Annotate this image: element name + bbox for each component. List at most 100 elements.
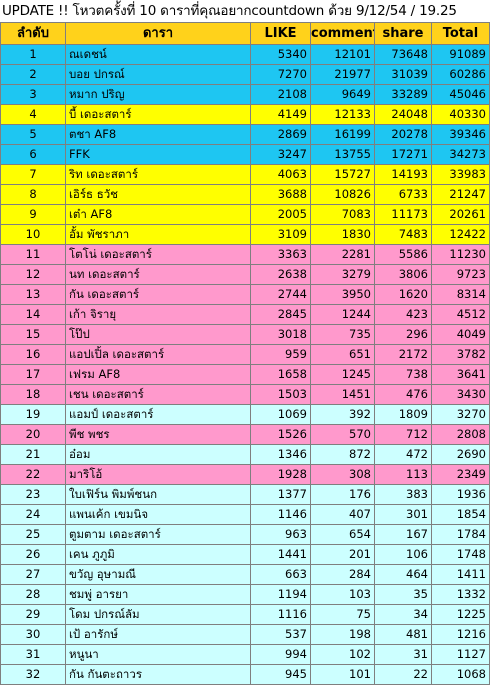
share-cell: 3806 <box>374 264 432 285</box>
comment-cell: 198 <box>310 624 375 645</box>
like-cell: 1346 <box>250 444 311 465</box>
like-cell: 945 <box>250 664 311 685</box>
comment-cell: 7083 <box>310 204 375 225</box>
table-row: 20 พีช พชร 1526 570 712 2808 <box>0 424 490 445</box>
star-name-cell: ณเดชน์ <box>65 44 251 65</box>
total-cell: 1225 <box>431 604 490 625</box>
star-name-cell: เฟรม AF8 <box>65 364 251 385</box>
like-cell: 1116 <box>250 604 311 625</box>
header-like: LIKE <box>250 22 311 45</box>
table-row: 10 อั้ม พัชราภา 3109 1830 7483 12422 <box>0 224 490 245</box>
rank-cell: 12 <box>0 264 66 285</box>
header-total: Total <box>431 22 490 45</box>
star-name-cell: FFK <box>65 144 251 165</box>
comment-cell: 9649 <box>310 84 375 105</box>
table-row: 7 ริท เดอะสตาร์ 4063 15727 14193 33983 <box>0 164 490 185</box>
table-row: 26 เคน ภูภูมิ 1441 201 106 1748 <box>0 544 490 565</box>
total-cell: 2349 <box>431 464 490 485</box>
share-cell: 423 <box>374 304 432 325</box>
total-cell: 9723 <box>431 264 490 285</box>
table-row: 1 ณเดชน์ 5340 12101 73648 91089 <box>0 44 490 65</box>
share-cell: 7483 <box>374 224 432 245</box>
share-cell: 6733 <box>374 184 432 205</box>
star-name-cell: ตูมตาม เดอะสตาร์ <box>65 524 251 545</box>
share-cell: 24048 <box>374 104 432 125</box>
comment-cell: 654 <box>310 524 375 545</box>
share-cell: 383 <box>374 484 432 505</box>
table-row: 15 โป๊ป 3018 735 296 4049 <box>0 324 490 345</box>
star-name-cell: นท เดอะสตาร์ <box>65 264 251 285</box>
share-cell: 14193 <box>374 164 432 185</box>
star-name-cell: โดม ปกรณ์ลัม <box>65 604 251 625</box>
comment-cell: 13755 <box>310 144 375 165</box>
rank-cell: 8 <box>0 184 66 205</box>
total-cell: 1216 <box>431 624 490 645</box>
total-cell: 1748 <box>431 544 490 565</box>
header-rank: ลำดับ <box>0 22 66 45</box>
comment-cell: 1830 <box>310 224 375 245</box>
rank-cell: 23 <box>0 484 66 505</box>
total-cell: 12422 <box>431 224 490 245</box>
ranking-table: ลำดับ ดารา LIKE comment share Total 1 ณเด… <box>0 22 490 685</box>
comment-cell: 1451 <box>310 384 375 405</box>
table-row: 19 แอมป์ เดอะสตาร์ 1069 392 1809 3270 <box>0 404 490 425</box>
total-cell: 39346 <box>431 124 490 145</box>
total-cell: 40330 <box>431 104 490 125</box>
table-row: 27 ขวัญ อุษามณี 663 284 464 1411 <box>0 564 490 585</box>
rank-cell: 7 <box>0 164 66 185</box>
comment-cell: 12101 <box>310 44 375 65</box>
like-cell: 959 <box>250 344 311 365</box>
like-cell: 2744 <box>250 284 311 305</box>
table-row: 11 โตโน่ เดอะสตาร์ 3363 2281 5586 11230 <box>0 244 490 265</box>
total-cell: 3641 <box>431 364 490 385</box>
rank-cell: 15 <box>0 324 66 345</box>
star-name-cell: อ๋อม <box>65 444 251 465</box>
rank-cell: 26 <box>0 544 66 565</box>
rank-cell: 27 <box>0 564 66 585</box>
comment-cell: 3279 <box>310 264 375 285</box>
star-name-cell: แอมป์ เดอะสตาร์ <box>65 404 251 425</box>
star-name-cell: อั้ม พัชราภา <box>65 224 251 245</box>
rank-cell: 10 <box>0 224 66 245</box>
total-cell: 1936 <box>431 484 490 505</box>
share-cell: 481 <box>374 624 432 645</box>
share-cell: 301 <box>374 504 432 525</box>
like-cell: 2845 <box>250 304 311 325</box>
rank-cell: 25 <box>0 524 66 545</box>
comment-cell: 872 <box>310 444 375 465</box>
total-cell: 91089 <box>431 44 490 65</box>
total-cell: 33983 <box>431 164 490 185</box>
star-name-cell: บี้ เดอะสตาร์ <box>65 104 251 125</box>
comment-cell: 284 <box>310 564 375 585</box>
total-cell: 21247 <box>431 184 490 205</box>
total-cell: 2690 <box>431 444 490 465</box>
share-cell: 33289 <box>374 84 432 105</box>
like-cell: 1377 <box>250 484 311 505</box>
rank-cell: 16 <box>0 344 66 365</box>
rank-cell: 5 <box>0 124 66 145</box>
like-cell: 5340 <box>250 44 311 65</box>
like-cell: 3109 <box>250 224 311 245</box>
like-cell: 4063 <box>250 164 311 185</box>
share-cell: 31039 <box>374 64 432 85</box>
table-row: 23 ใบเฟิร์น พิมพ์ชนก 1377 176 383 1936 <box>0 484 490 505</box>
table-row: 29 โดม ปกรณ์ลัม 1116 75 34 1225 <box>0 604 490 625</box>
star-name-cell: ขวัญ อุษามณี <box>65 564 251 585</box>
comment-cell: 1245 <box>310 364 375 385</box>
star-name-cell: กัน กันตะถาวร <box>65 664 251 685</box>
total-cell: 1854 <box>431 504 490 525</box>
total-cell: 4512 <box>431 304 490 325</box>
table-row: 30 เป้ อารักษ์ 537 198 481 1216 <box>0 624 490 645</box>
star-name-cell: เอิร์ธ ธวัช <box>65 184 251 205</box>
star-name-cell: เคน ภูภูมิ <box>65 544 251 565</box>
table-row: 9 เต๋า AF8 2005 7083 11173 20261 <box>0 204 490 225</box>
table-row: 28 ชมพู่ อารยา 1194 103 35 1332 <box>0 584 490 605</box>
like-cell: 3247 <box>250 144 311 165</box>
table-row: 14 เก้า จิรายุ 2845 1244 423 4512 <box>0 304 490 325</box>
total-cell: 1411 <box>431 564 490 585</box>
comment-cell: 102 <box>310 644 375 665</box>
rank-cell: 30 <box>0 624 66 645</box>
total-cell: 1068 <box>431 664 490 685</box>
star-name-cell: โป๊ป <box>65 324 251 345</box>
star-name-cell: แอปเปิ้ล เดอะสตาร์ <box>65 344 251 365</box>
